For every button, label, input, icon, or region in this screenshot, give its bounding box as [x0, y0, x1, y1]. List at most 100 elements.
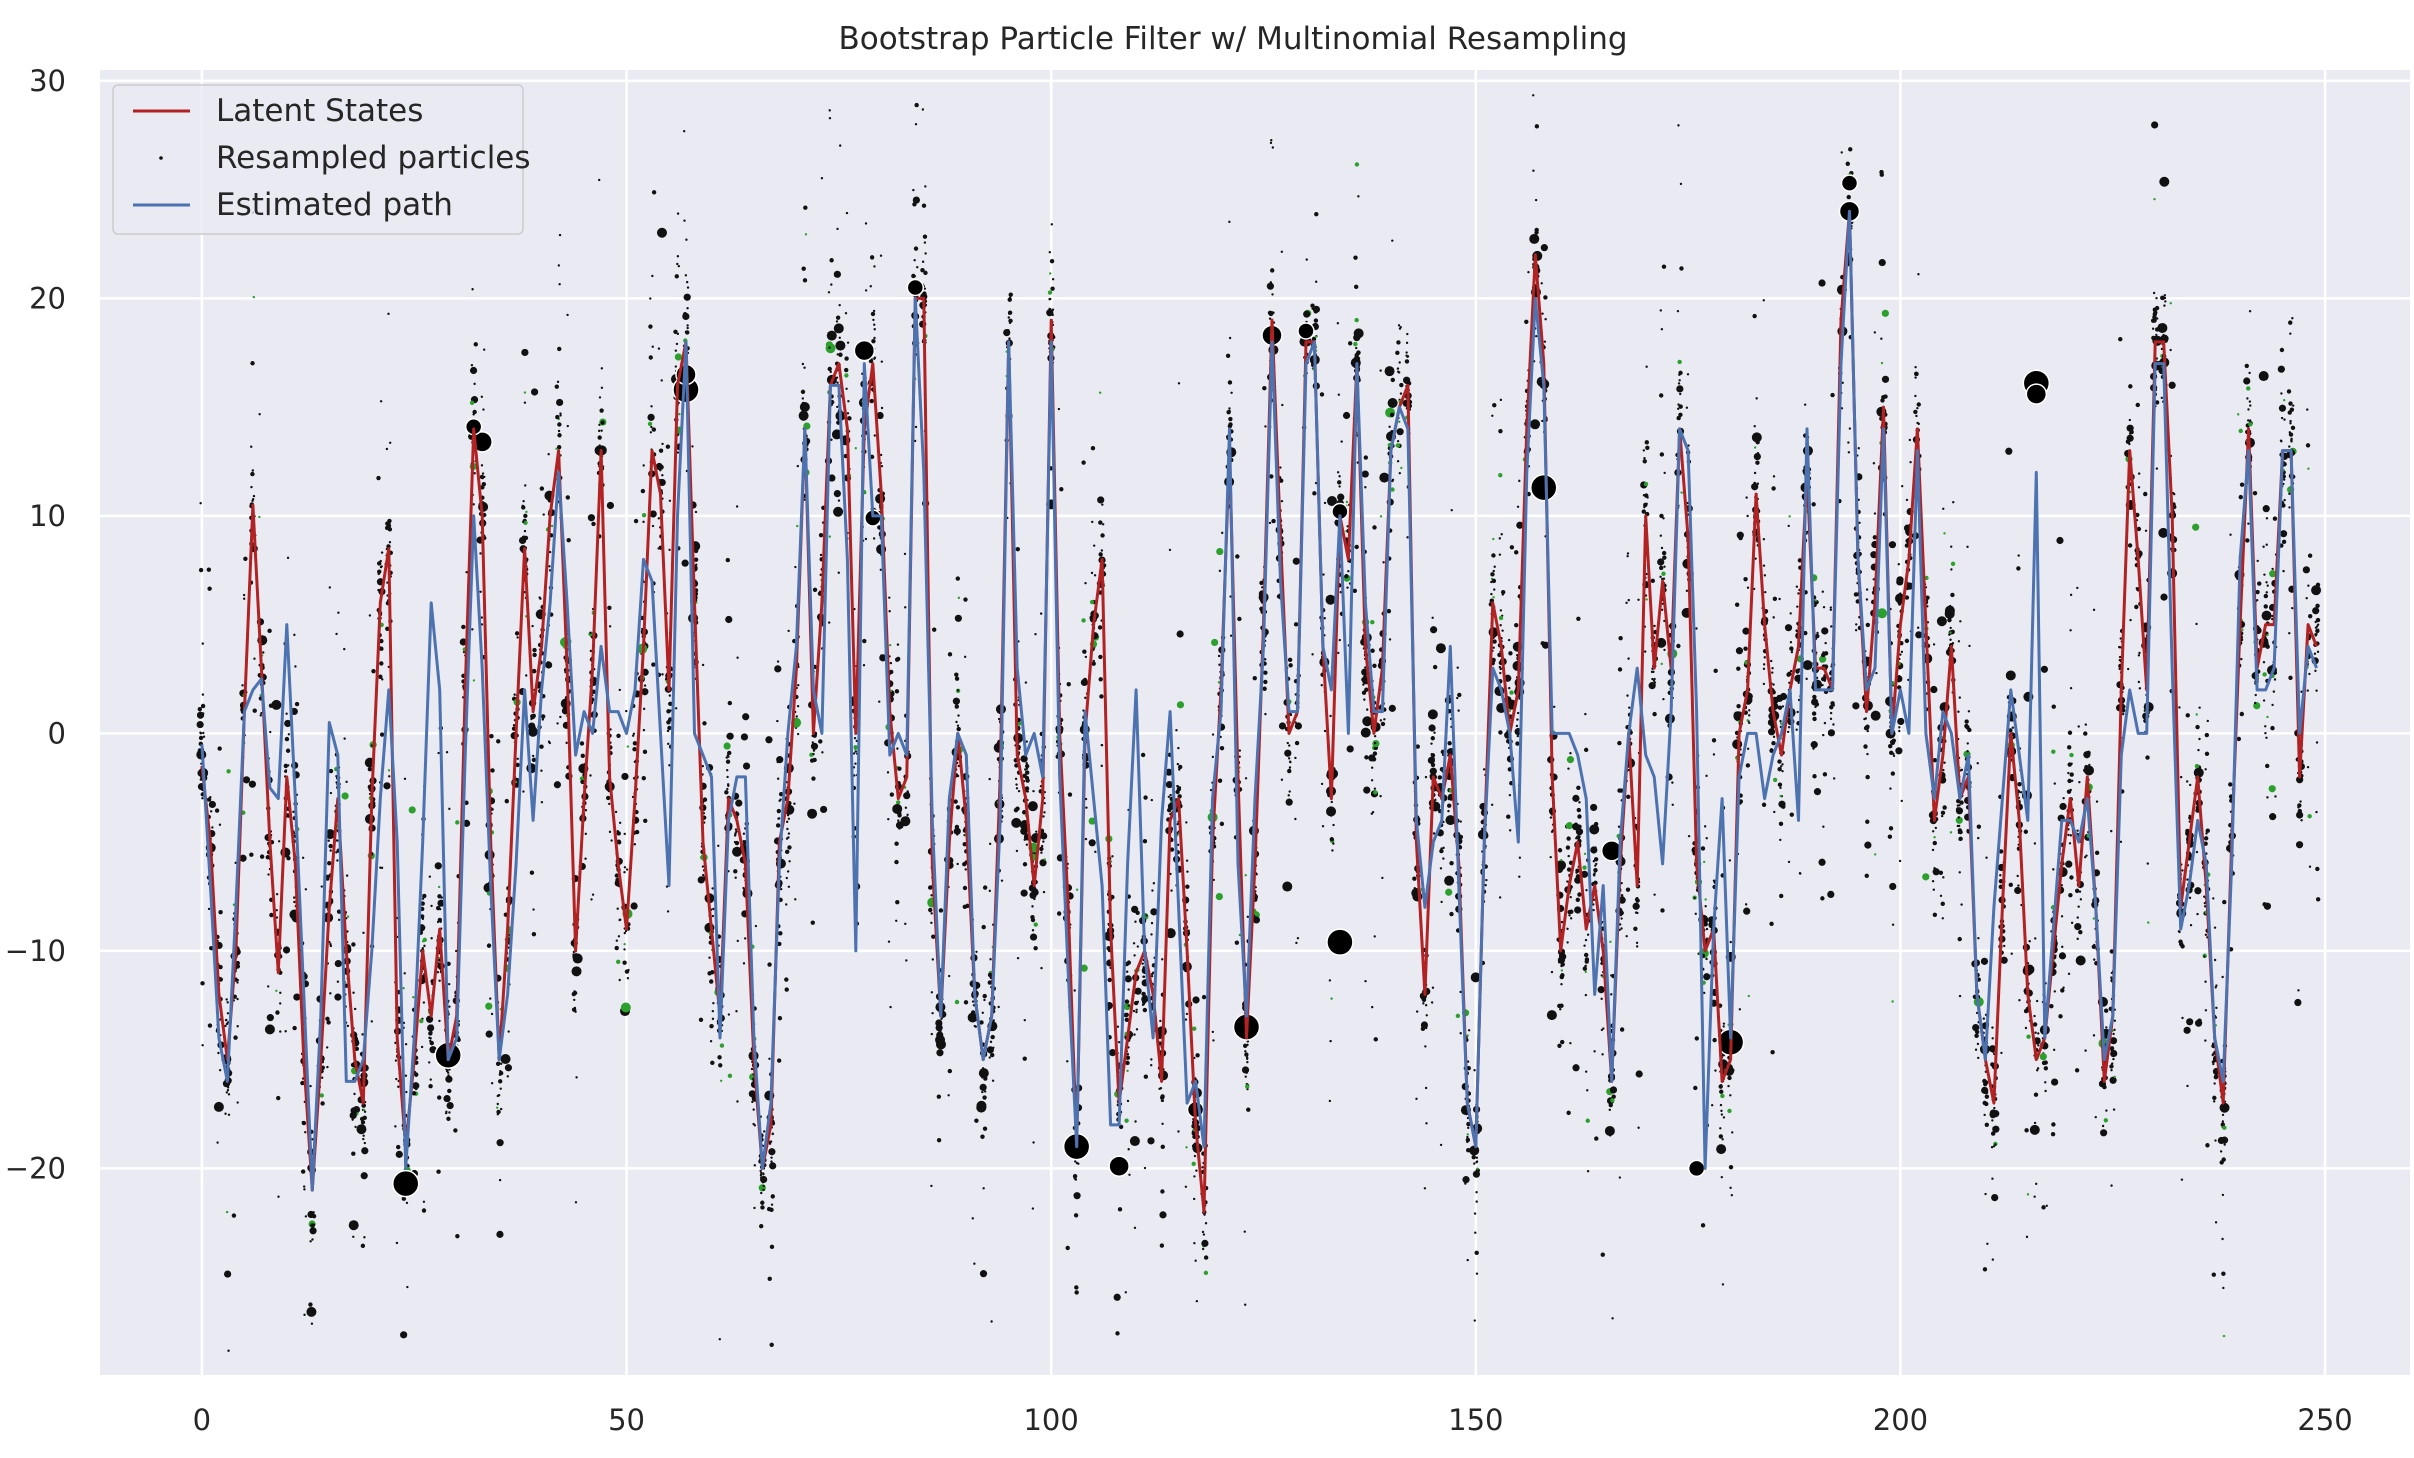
particle: [1093, 574, 1097, 577]
particle: [726, 769, 729, 772]
particle: [1195, 1169, 1198, 1172]
particle: [421, 1208, 427, 1213]
particle: [838, 352, 843, 357]
particle: [558, 283, 561, 286]
particle: [836, 405, 839, 409]
particle: [771, 1132, 775, 1135]
particle: [1176, 762, 1180, 766]
particle: [1065, 1245, 1070, 1251]
particle: [735, 1009, 738, 1013]
particle: [1015, 849, 1019, 853]
particle: [1439, 1143, 1443, 1147]
particle: [1264, 425, 1267, 428]
particle: [616, 831, 621, 836]
particle: [1003, 328, 1011, 337]
particle: [1165, 768, 1173, 776]
particle: [616, 959, 621, 964]
particle: [787, 836, 790, 839]
particle: [507, 1030, 510, 1033]
particle: [360, 1120, 366, 1125]
particle: [838, 303, 841, 307]
particle: [1025, 770, 1030, 775]
particle: [1287, 757, 1291, 760]
particle: [360, 1243, 366, 1249]
particle: [1370, 648, 1375, 653]
particle: [608, 830, 612, 834]
particle: [252, 295, 255, 299]
particle: [1238, 933, 1242, 937]
particle: [965, 903, 970, 909]
particle: [284, 736, 290, 742]
particle: [405, 1201, 409, 1205]
particle: [600, 420, 605, 425]
particle: [1098, 520, 1103, 525]
particle: [1230, 391, 1233, 395]
particle: [528, 722, 536, 730]
particle: [990, 1052, 995, 1058]
particle: [923, 287, 927, 290]
particle: [710, 1060, 715, 1066]
particle: [1541, 312, 1544, 315]
particle: [1184, 1018, 1188, 1021]
particle: [201, 1044, 204, 1047]
particle: [1268, 311, 1274, 317]
particle: [1347, 570, 1350, 573]
particle: [982, 885, 988, 890]
particle: [483, 475, 486, 479]
particle: [1015, 546, 1021, 552]
particle: [1434, 798, 1437, 802]
particle: [862, 663, 866, 667]
particle: [803, 366, 806, 369]
particle: [1444, 875, 1455, 886]
particle: [1030, 914, 1035, 920]
particle: [1161, 1122, 1164, 1126]
particle: [1390, 414, 1394, 418]
particle: [1398, 361, 1401, 364]
particle: [550, 524, 554, 528]
particle: [992, 1019, 995, 1022]
particle: [371, 668, 376, 674]
particle: [1132, 942, 1136, 945]
particle: [1339, 496, 1342, 499]
particle: [767, 962, 772, 967]
particle: [1337, 393, 1341, 396]
particle: [1490, 572, 1495, 577]
particle: [916, 266, 919, 269]
particle: [394, 1125, 397, 1128]
particle: [1015, 820, 1018, 823]
particle: [211, 826, 214, 829]
particle: [336, 980, 340, 983]
particle: [1499, 398, 1503, 402]
particle: [802, 278, 808, 283]
particle: [1225, 353, 1231, 359]
particle: [250, 361, 255, 366]
particle: [1056, 911, 1062, 916]
particle: [648, 324, 653, 329]
particle: [499, 1107, 503, 1111]
particle: [1474, 1231, 1477, 1234]
particle: [1346, 586, 1349, 589]
particle: [557, 346, 562, 352]
particle: [864, 537, 868, 541]
particle: [796, 704, 800, 708]
particle: [1067, 792, 1073, 797]
particle: [913, 246, 919, 251]
particle: [923, 241, 927, 244]
particle: [235, 960, 240, 966]
particle: [1135, 1008, 1138, 1012]
particle: [1027, 801, 1038, 812]
particle: [1217, 681, 1221, 684]
particle: [597, 435, 602, 440]
particle: [812, 752, 815, 756]
particle: [250, 485, 253, 489]
particle: [667, 725, 672, 731]
particle: [497, 1094, 500, 1097]
particle: [1484, 883, 1487, 887]
particle: [641, 775, 646, 781]
particle: [727, 1073, 733, 1079]
particle: [541, 718, 545, 721]
particle: [787, 629, 790, 633]
particle: [286, 556, 290, 560]
particle: [742, 762, 751, 770]
particle: [481, 472, 485, 475]
